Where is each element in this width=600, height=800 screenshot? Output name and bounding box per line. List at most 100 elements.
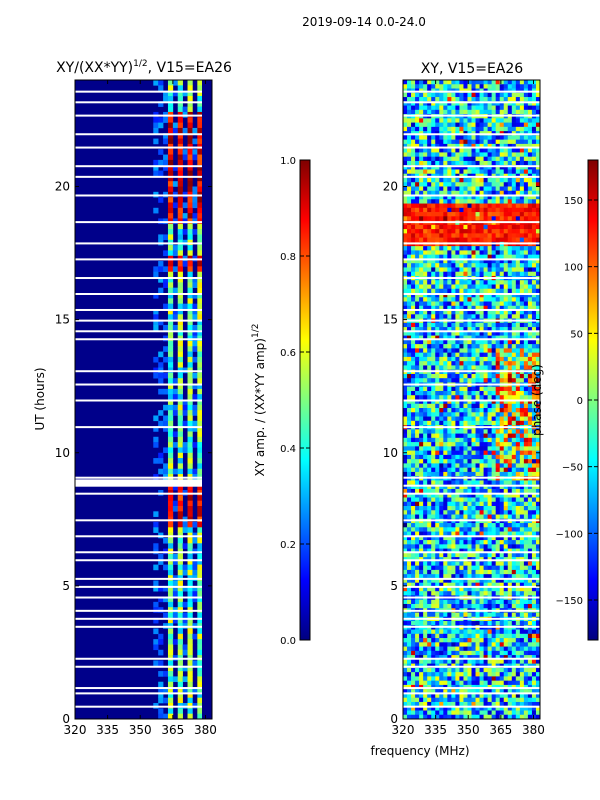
phase-cell (479, 284, 484, 290)
phase-cell (467, 177, 472, 183)
phase-cell (431, 233, 436, 238)
phase-cell (467, 207, 472, 213)
phase-cell (495, 510, 501, 515)
amplitude-cell (172, 165, 179, 171)
phase-cell (411, 203, 416, 209)
amplitude-cell (167, 431, 174, 438)
phase-cell (439, 373, 444, 379)
phase-cell (455, 501, 460, 507)
phase-cell (435, 373, 440, 379)
amplitude-cell (167, 612, 174, 619)
phase-cell (431, 437, 436, 443)
phase-cell (479, 399, 484, 405)
phase-cell (535, 501, 541, 507)
phase-cell (467, 288, 472, 294)
phase-cell (475, 233, 480, 238)
phase-cell (451, 514, 456, 520)
phase-cell (535, 552, 541, 558)
phase-cell (523, 437, 529, 443)
phase-cell (535, 356, 541, 362)
phase-cell (459, 165, 464, 170)
phase-cell (447, 246, 452, 251)
phase-cell (471, 373, 476, 379)
amplitude-cell (172, 308, 179, 315)
phase-cell (439, 122, 444, 128)
phase-cell (487, 463, 492, 468)
phase-cell (455, 327, 460, 332)
phase-cell (447, 190, 452, 196)
phase-cell (475, 139, 480, 145)
phase-cell (475, 531, 480, 537)
phase-cell (523, 233, 529, 238)
phase-cell (435, 109, 440, 115)
phase-cell (499, 548, 505, 554)
phase-cell (527, 148, 533, 153)
phase-cell (499, 446, 505, 451)
amplitude-cell (172, 431, 179, 438)
phase-cell (527, 437, 533, 443)
amplitude-cell (192, 633, 198, 640)
phase-cell (499, 284, 505, 290)
phase-cell (463, 365, 468, 370)
phase-cell (527, 454, 533, 460)
phase-cell (519, 565, 525, 571)
amplitude-cell (182, 644, 188, 651)
amplitude-cell (167, 223, 174, 230)
phase-cell (403, 459, 408, 464)
phase-cell (511, 224, 517, 230)
amplitude-y-axis-label: UT (hours) (33, 367, 47, 430)
phase-cell (447, 216, 452, 221)
phase-cell (447, 156, 452, 162)
amplitude-cell (187, 553, 193, 560)
phase-cell (503, 582, 509, 588)
phase-cell (463, 446, 468, 451)
phase-cell (431, 552, 436, 558)
phase-cell (515, 361, 521, 366)
phase-cell (463, 267, 468, 272)
phase-cell (511, 527, 517, 532)
amplitude-cell (167, 527, 174, 533)
phase-cell (511, 305, 517, 311)
phase-cell (503, 442, 509, 447)
amplitude-cell (182, 521, 188, 528)
phase-cell (511, 258, 517, 264)
phase-cell (499, 531, 505, 537)
phase-cell (447, 544, 452, 549)
phase-cell (459, 288, 464, 294)
phase-cell (523, 412, 529, 417)
phase-cell (435, 284, 440, 290)
amplitude-cell (167, 537, 174, 544)
phase-cell (455, 152, 460, 157)
phase-cell (407, 92, 412, 98)
amplitude-cell (192, 372, 198, 379)
phase-cell (499, 450, 505, 456)
phase-cell (423, 493, 428, 498)
phase-cell (479, 216, 484, 221)
amplitude-cell (172, 612, 179, 619)
phase-cell (495, 335, 501, 341)
amplitude-cell (177, 261, 183, 267)
phase-cell (411, 195, 416, 200)
phase-cell (535, 484, 541, 490)
phase-cell (427, 237, 432, 243)
phase-cell (439, 143, 444, 149)
phase-cell (475, 271, 480, 277)
phase-cell (523, 446, 529, 451)
phase-cell (407, 416, 412, 422)
amplitude-cell (192, 314, 198, 320)
phase-cell (535, 327, 541, 332)
phase-cell (411, 177, 416, 183)
phase-cell (419, 429, 424, 434)
phase-cell (435, 442, 440, 447)
phase-cell (423, 97, 428, 102)
phase-cell (527, 399, 533, 405)
phase-cell (495, 224, 501, 230)
phase-cell (483, 463, 488, 468)
phase-cell (447, 378, 452, 383)
phase-cell (503, 92, 509, 98)
amplitude-cell (177, 234, 183, 241)
phase-cell (467, 310, 472, 315)
phase-cell (435, 80, 440, 85)
phase-cell (531, 199, 537, 204)
phase-cell (431, 229, 436, 234)
